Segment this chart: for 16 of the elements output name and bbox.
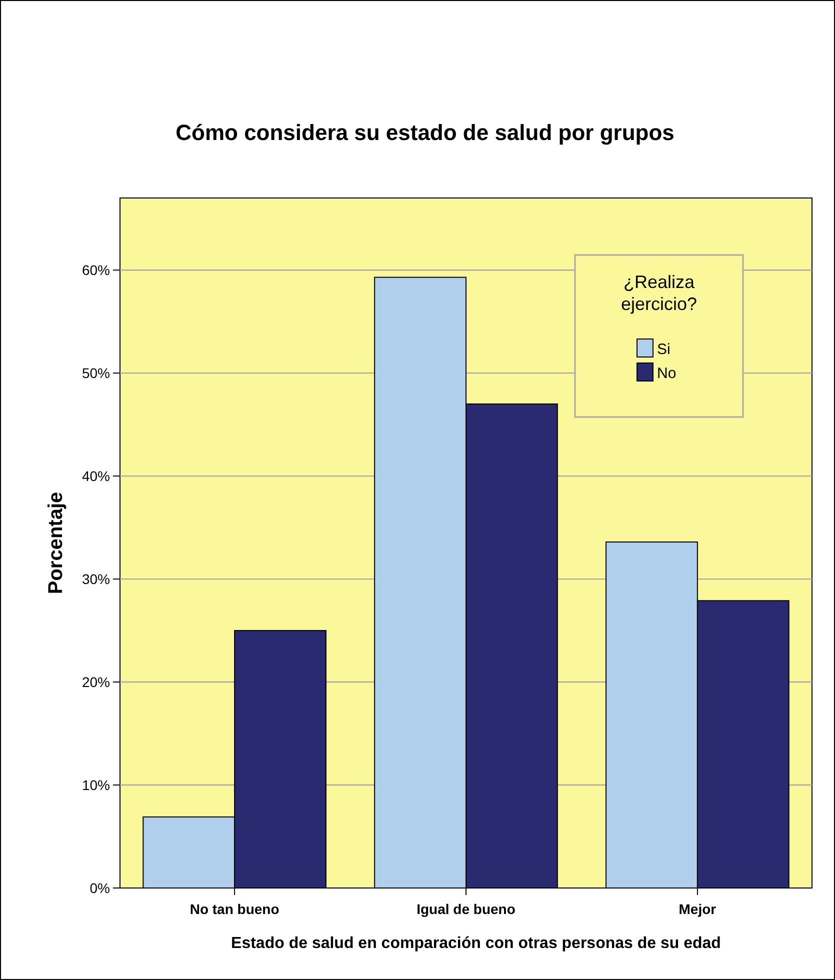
- x-axis-title: Estado de salud en comparación con otras personas de su edad: [231, 935, 721, 952]
- y-tick-label: 50%: [82, 365, 110, 382]
- y-tick-label: 20%: [82, 674, 110, 690]
- legend-label: No: [657, 365, 676, 382]
- x-tick-label: Igual de bueno: [416, 901, 516, 917]
- legend-title: ¿Realiza ejercicio?: [620, 272, 698, 314]
- y-tick-label: 30%: [82, 571, 110, 588]
- y-tick-label: 60%: [82, 262, 110, 278]
- x-tick-label: Mejor: [678, 901, 717, 917]
- y-tick-label: 10%: [82, 777, 110, 794]
- x-tick-label: No tan bueno: [190, 901, 280, 917]
- chart-title: Cómo considera su estado de salud por grupos: [176, 120, 674, 145]
- y-tick-label: 0%: [90, 880, 110, 896]
- y-axis-title: Porcentaje: [45, 492, 67, 594]
- legend-label: Si: [657, 341, 670, 358]
- y-tick-label: 40%: [82, 468, 110, 484]
